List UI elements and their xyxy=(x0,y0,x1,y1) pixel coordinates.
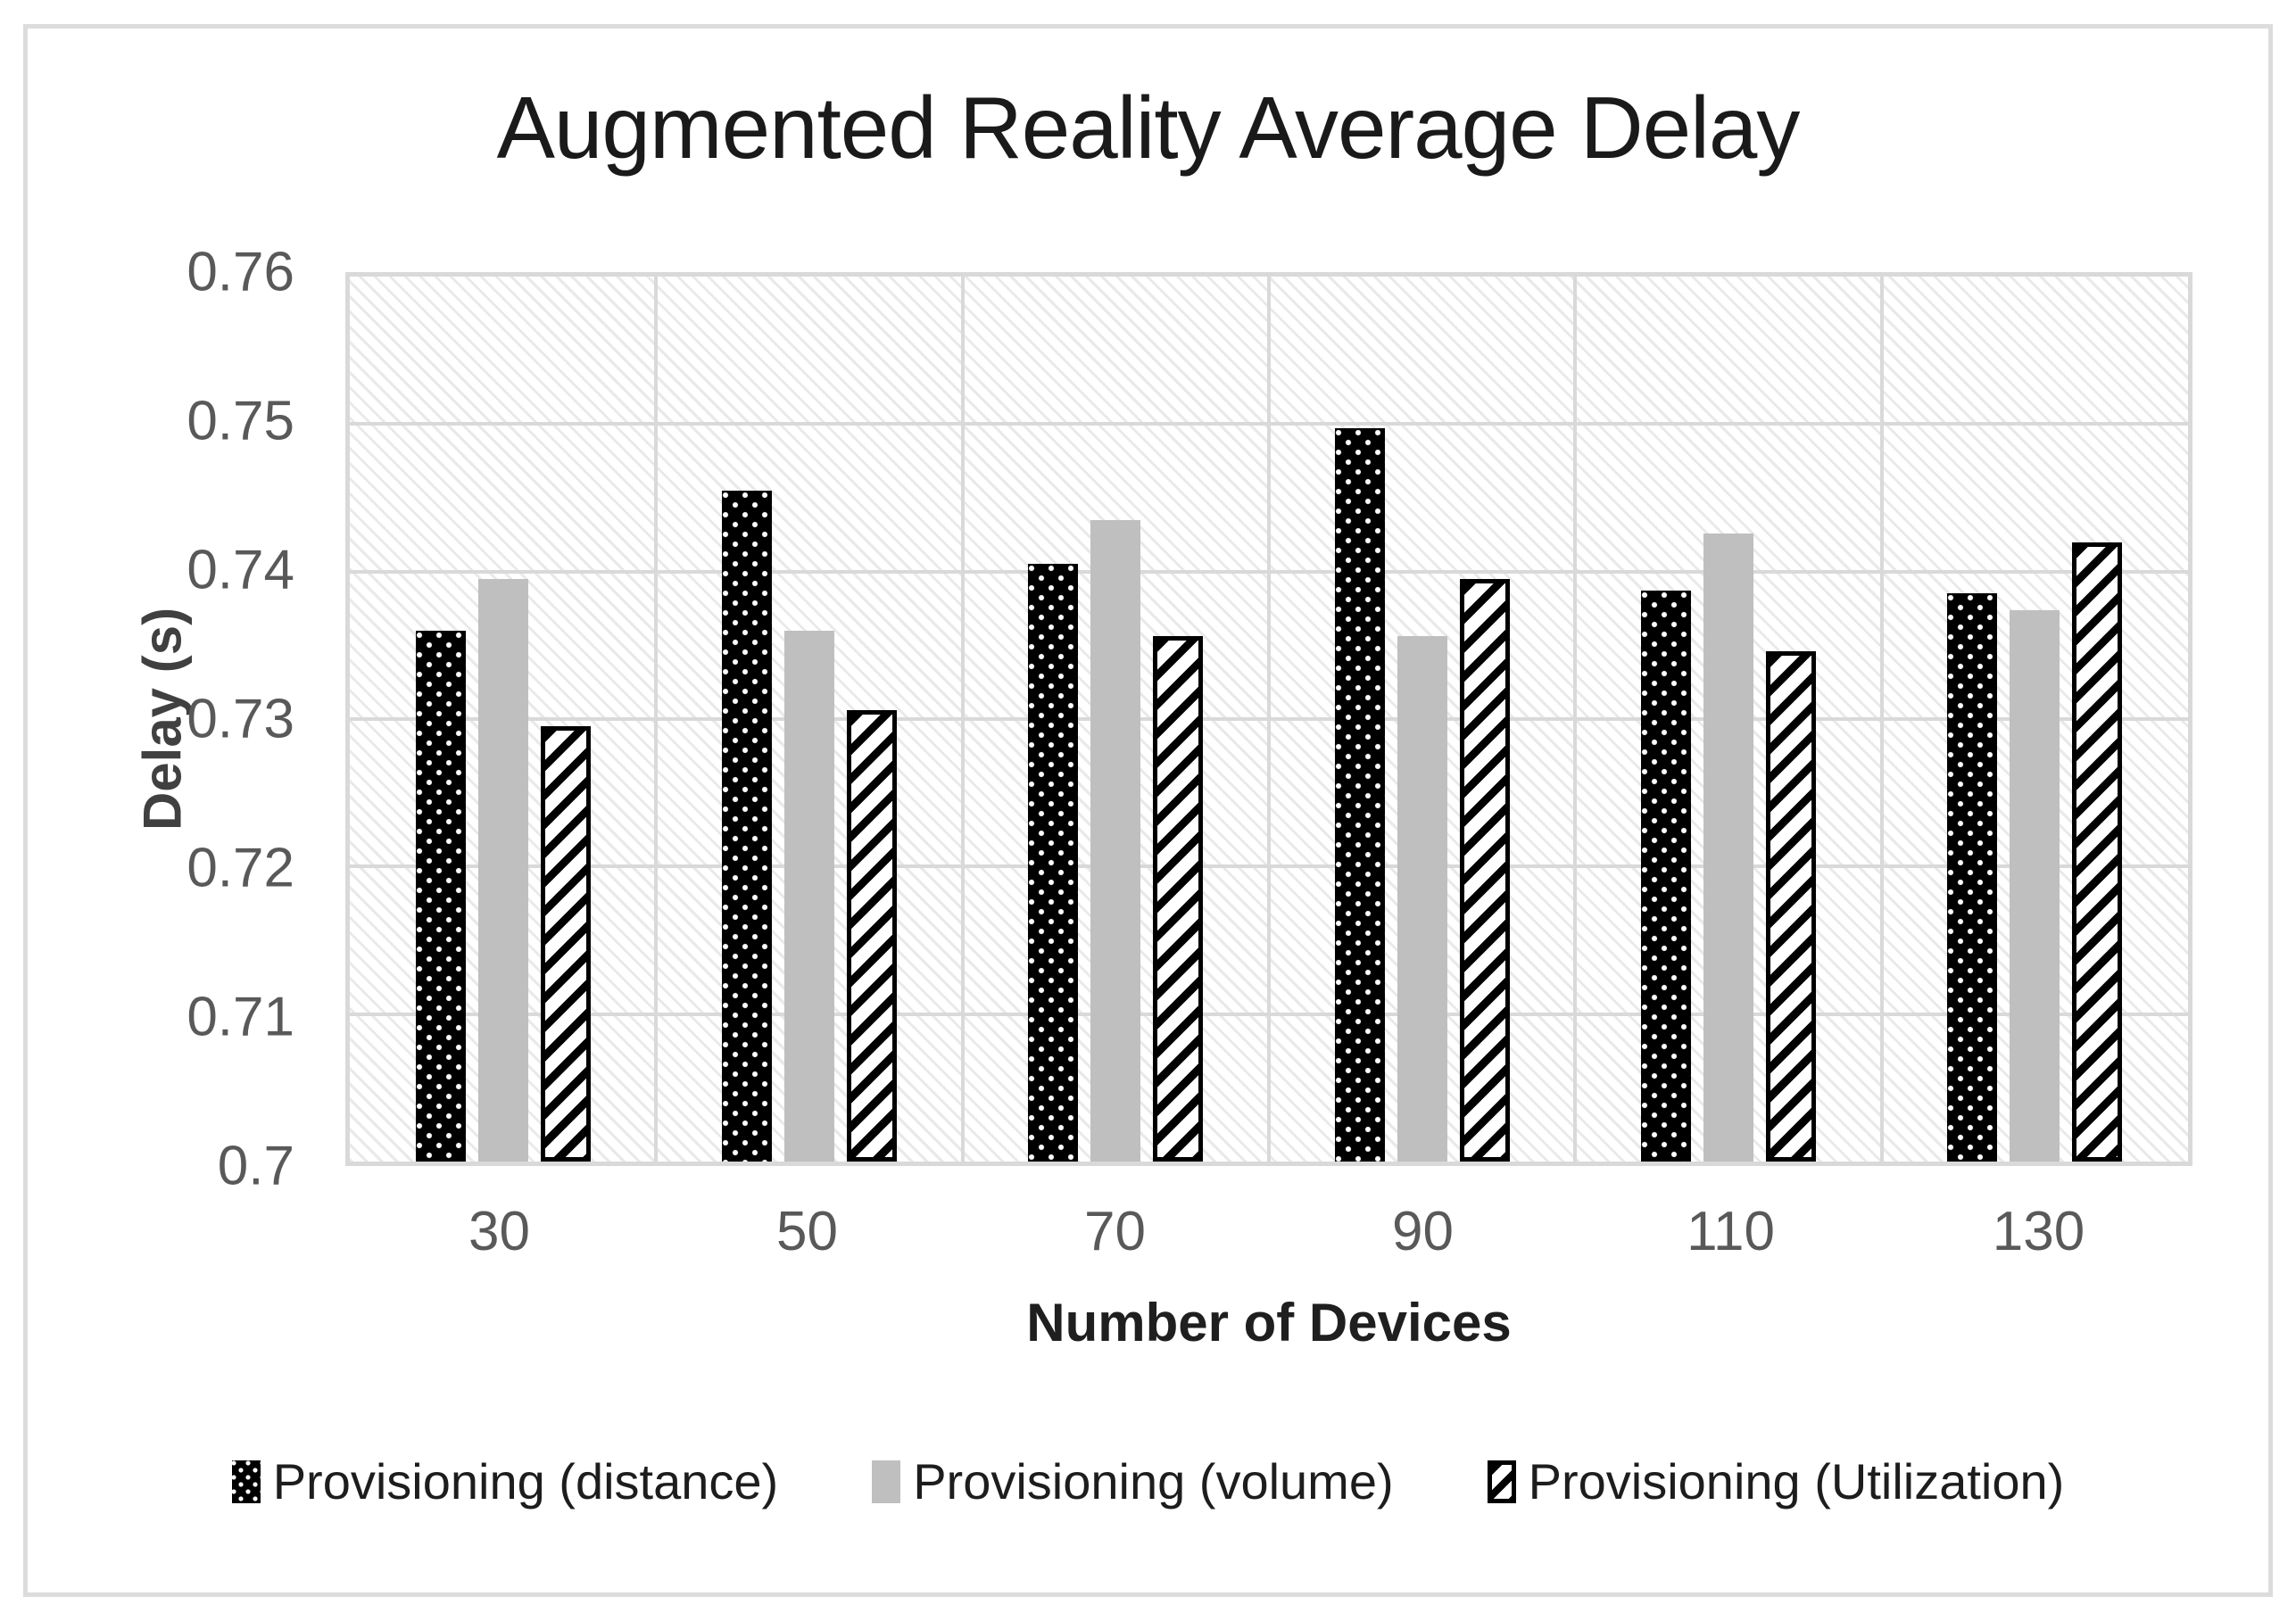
bar-group-90 xyxy=(1269,277,1575,1162)
bar-provisioning-utilization-30 xyxy=(540,726,591,1162)
y-tick-label-0.7: 0.7 xyxy=(217,1135,294,1197)
legend-label: Provisioning (Utilization) xyxy=(1528,1453,2065,1509)
legend-label: Provisioning (volume) xyxy=(913,1453,1394,1509)
legend-item-provisioning-volume: Provisioning (volume) xyxy=(872,1452,1394,1510)
chart-title: Augmented Reality Average Delay xyxy=(496,79,1801,177)
x-tick-label-70: 70 xyxy=(1084,1201,1146,1262)
bar-provisioning-distance-130 xyxy=(1947,593,1998,1162)
x-tick-label-50: 50 xyxy=(776,1201,838,1262)
bar-provisioning-volume-50 xyxy=(783,630,834,1162)
bar-group-30 xyxy=(350,277,656,1162)
y-tick-label-0.71: 0.71 xyxy=(186,986,294,1048)
bar-provisioning-volume-30 xyxy=(477,578,528,1162)
y-tick-label-0.75: 0.75 xyxy=(186,390,294,452)
x-tick-label-30: 30 xyxy=(468,1201,530,1262)
y-tick-label-0.74: 0.74 xyxy=(186,539,294,601)
y-tick-label-0.72: 0.72 xyxy=(186,837,294,899)
legend-item-provisioning-distance: Provisioning (distance) xyxy=(231,1452,779,1510)
bar-provisioning-distance-30 xyxy=(415,630,466,1162)
gridline-vertical xyxy=(1573,277,1578,1162)
y-tick-label-0.76: 0.76 xyxy=(186,241,294,303)
bar-provisioning-utilization-110 xyxy=(1765,650,1816,1162)
bar-provisioning-volume-70 xyxy=(1090,519,1141,1162)
legend-item-provisioning-utilization: Provisioning (Utilization) xyxy=(1487,1452,2065,1510)
x-tick-label-110: 110 xyxy=(1687,1201,1775,1262)
y-tick-label-0.73: 0.73 xyxy=(186,688,294,750)
legend-label: Provisioning (distance) xyxy=(272,1453,779,1509)
gridline-vertical xyxy=(654,277,659,1162)
bar-provisioning-distance-90 xyxy=(1334,428,1385,1162)
legend-swatch-diagonal-stripes-icon xyxy=(1487,1460,1516,1503)
bar-group-110 xyxy=(1575,277,1881,1162)
bar-provisioning-utilization-130 xyxy=(2072,542,2123,1162)
x-tick-label-130: 130 xyxy=(1992,1201,2085,1262)
bar-provisioning-volume-110 xyxy=(1703,533,1753,1162)
plot-area xyxy=(345,272,2192,1166)
bar-provisioning-volume-90 xyxy=(1397,636,1447,1162)
x-axis-tick-labels: 30 50 70 90 110 130 xyxy=(345,1200,2192,1263)
gridline-vertical xyxy=(1267,277,1271,1162)
bar-provisioning-distance-70 xyxy=(1028,564,1079,1162)
x-tick-label-90: 90 xyxy=(1392,1201,1454,1262)
bar-provisioning-volume-130 xyxy=(2010,609,2060,1162)
legend-swatch-black-dotted-icon xyxy=(231,1460,261,1503)
x-axis-title: Number of Devices xyxy=(1026,1293,1512,1352)
gridline-vertical xyxy=(1879,277,1884,1162)
bar-provisioning-utilization-50 xyxy=(846,710,897,1162)
legend-swatch-solid-gray-icon xyxy=(872,1460,901,1503)
figure-border xyxy=(23,24,2273,1597)
bar-group-130 xyxy=(1882,277,2188,1162)
bar-group-70 xyxy=(963,277,1269,1162)
bar-provisioning-utilization-70 xyxy=(1153,636,1204,1162)
bar-provisioning-utilization-90 xyxy=(1459,578,1510,1162)
bar-provisioning-distance-110 xyxy=(1640,591,1691,1162)
bar-groups xyxy=(350,277,2188,1162)
y-axis-tick-labels: 0.7 0.71 0.72 0.73 0.74 0.75 0.76 xyxy=(27,242,294,1197)
legend: Provisioning (distance) Provisioning (vol… xyxy=(0,1452,2296,1510)
bar-provisioning-distance-50 xyxy=(721,490,772,1162)
bar-group-50 xyxy=(656,277,962,1162)
gridline-vertical xyxy=(960,277,965,1162)
